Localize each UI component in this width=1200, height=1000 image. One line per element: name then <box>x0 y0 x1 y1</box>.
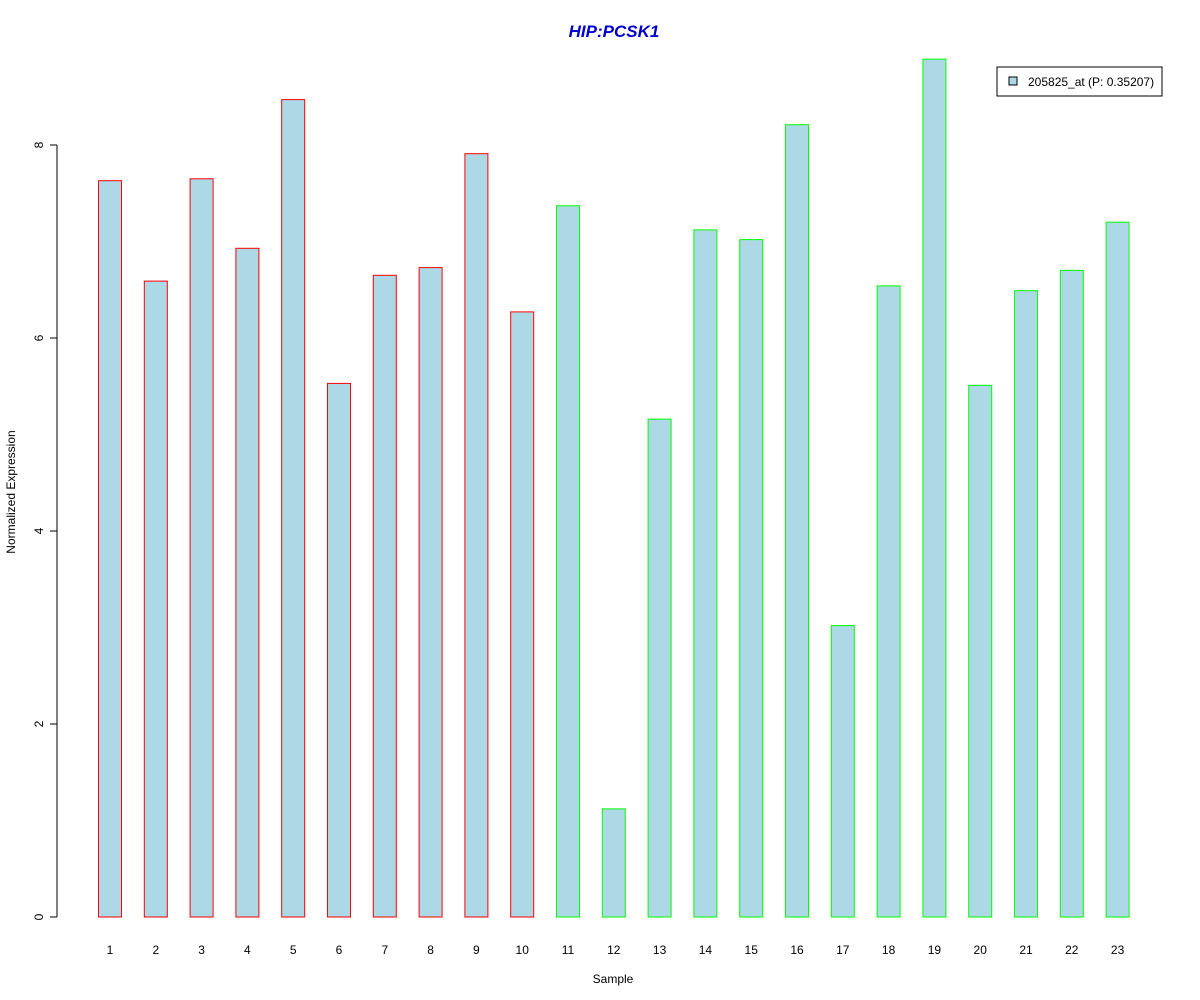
y-axis-label: Normalized Expression <box>4 430 18 553</box>
legend-label: 205825_at (P: 0.35207) <box>1028 75 1154 89</box>
bar-sample-2 <box>143 280 168 918</box>
x-tick-label: 17 <box>836 943 850 957</box>
bar-sample-3 <box>189 178 214 918</box>
legend-box <box>996 66 1163 97</box>
chart-title: HIP:PCSK1 <box>569 22 660 41</box>
bar-sample-14 <box>693 229 718 918</box>
bar-sample-15 <box>739 239 764 918</box>
legend-swatch <box>1008 76 1018 86</box>
bar-sample-16 <box>785 124 809 918</box>
y-tick-label: 4 <box>32 527 46 534</box>
x-tick-label: 22 <box>1065 943 1079 957</box>
x-tick-label: 8 <box>427 943 434 957</box>
x-tick-label: 15 <box>745 943 759 957</box>
bar-sample-22 <box>1059 269 1084 918</box>
x-axis-label: Sample <box>593 972 634 986</box>
x-tick-label: 3 <box>198 943 205 957</box>
x-tick-labels: 1 2 3 4 5 6 7 8 9 10 11 12 13 14 15 16 17 18 19 20 21 22 23 <box>107 943 1125 957</box>
x-tick-label: 14 <box>699 943 713 957</box>
x-tick-label: 4 <box>244 943 251 957</box>
bar-sample-18 <box>876 285 901 918</box>
x-tick-label: 7 <box>381 943 388 957</box>
y-tick-label: 6 <box>32 334 46 341</box>
bar-sample-13 <box>647 418 672 918</box>
x-tick-label: 1 <box>107 943 114 957</box>
bar-sample-1 <box>98 180 122 918</box>
bar-sample-5 <box>281 99 306 918</box>
x-tick-label: 11 <box>562 943 575 957</box>
x-tick-label: 5 <box>290 943 297 957</box>
bar-sample-8 <box>418 267 443 918</box>
x-tick-label: 23 <box>1111 943 1125 957</box>
legend: 205825_at (P: 0.35207) <box>996 66 1163 97</box>
bar-sample-23 <box>1105 221 1130 918</box>
y-tick-label: 0 <box>32 913 46 920</box>
bar-sample-19 <box>922 58 947 918</box>
y-tick-label: 2 <box>32 720 46 727</box>
x-tick-label: 13 <box>653 943 667 957</box>
bar-sample-12 <box>601 808 626 918</box>
x-tick-label: 6 <box>336 943 343 957</box>
bar-sample-10 <box>510 311 535 918</box>
y-tick-label: 8 <box>32 141 46 148</box>
bars-group <box>98 58 1130 918</box>
bar-sample-9 <box>464 153 489 918</box>
bar-sample-20 <box>968 384 993 918</box>
x-tick-label: 16 <box>790 943 804 957</box>
bar-sample-17 <box>830 625 855 918</box>
bar-sample-7 <box>372 274 397 918</box>
y-axis: 0 2 4 6 8 <box>32 141 58 920</box>
x-tick-label: 9 <box>473 943 480 957</box>
x-tick-label: 12 <box>607 943 621 957</box>
bar-sample-11 <box>556 205 580 918</box>
x-tick-label: 18 <box>882 943 896 957</box>
x-tick-label: 20 <box>974 943 988 957</box>
x-tick-label: 19 <box>928 943 942 957</box>
x-tick-label: 21 <box>1019 943 1033 957</box>
bar-sample-4 <box>235 247 260 918</box>
bar-sample-6 <box>327 382 351 918</box>
bar-sample-21 <box>1014 290 1038 918</box>
x-tick-label: 2 <box>152 943 159 957</box>
x-tick-label: 10 <box>516 943 530 957</box>
